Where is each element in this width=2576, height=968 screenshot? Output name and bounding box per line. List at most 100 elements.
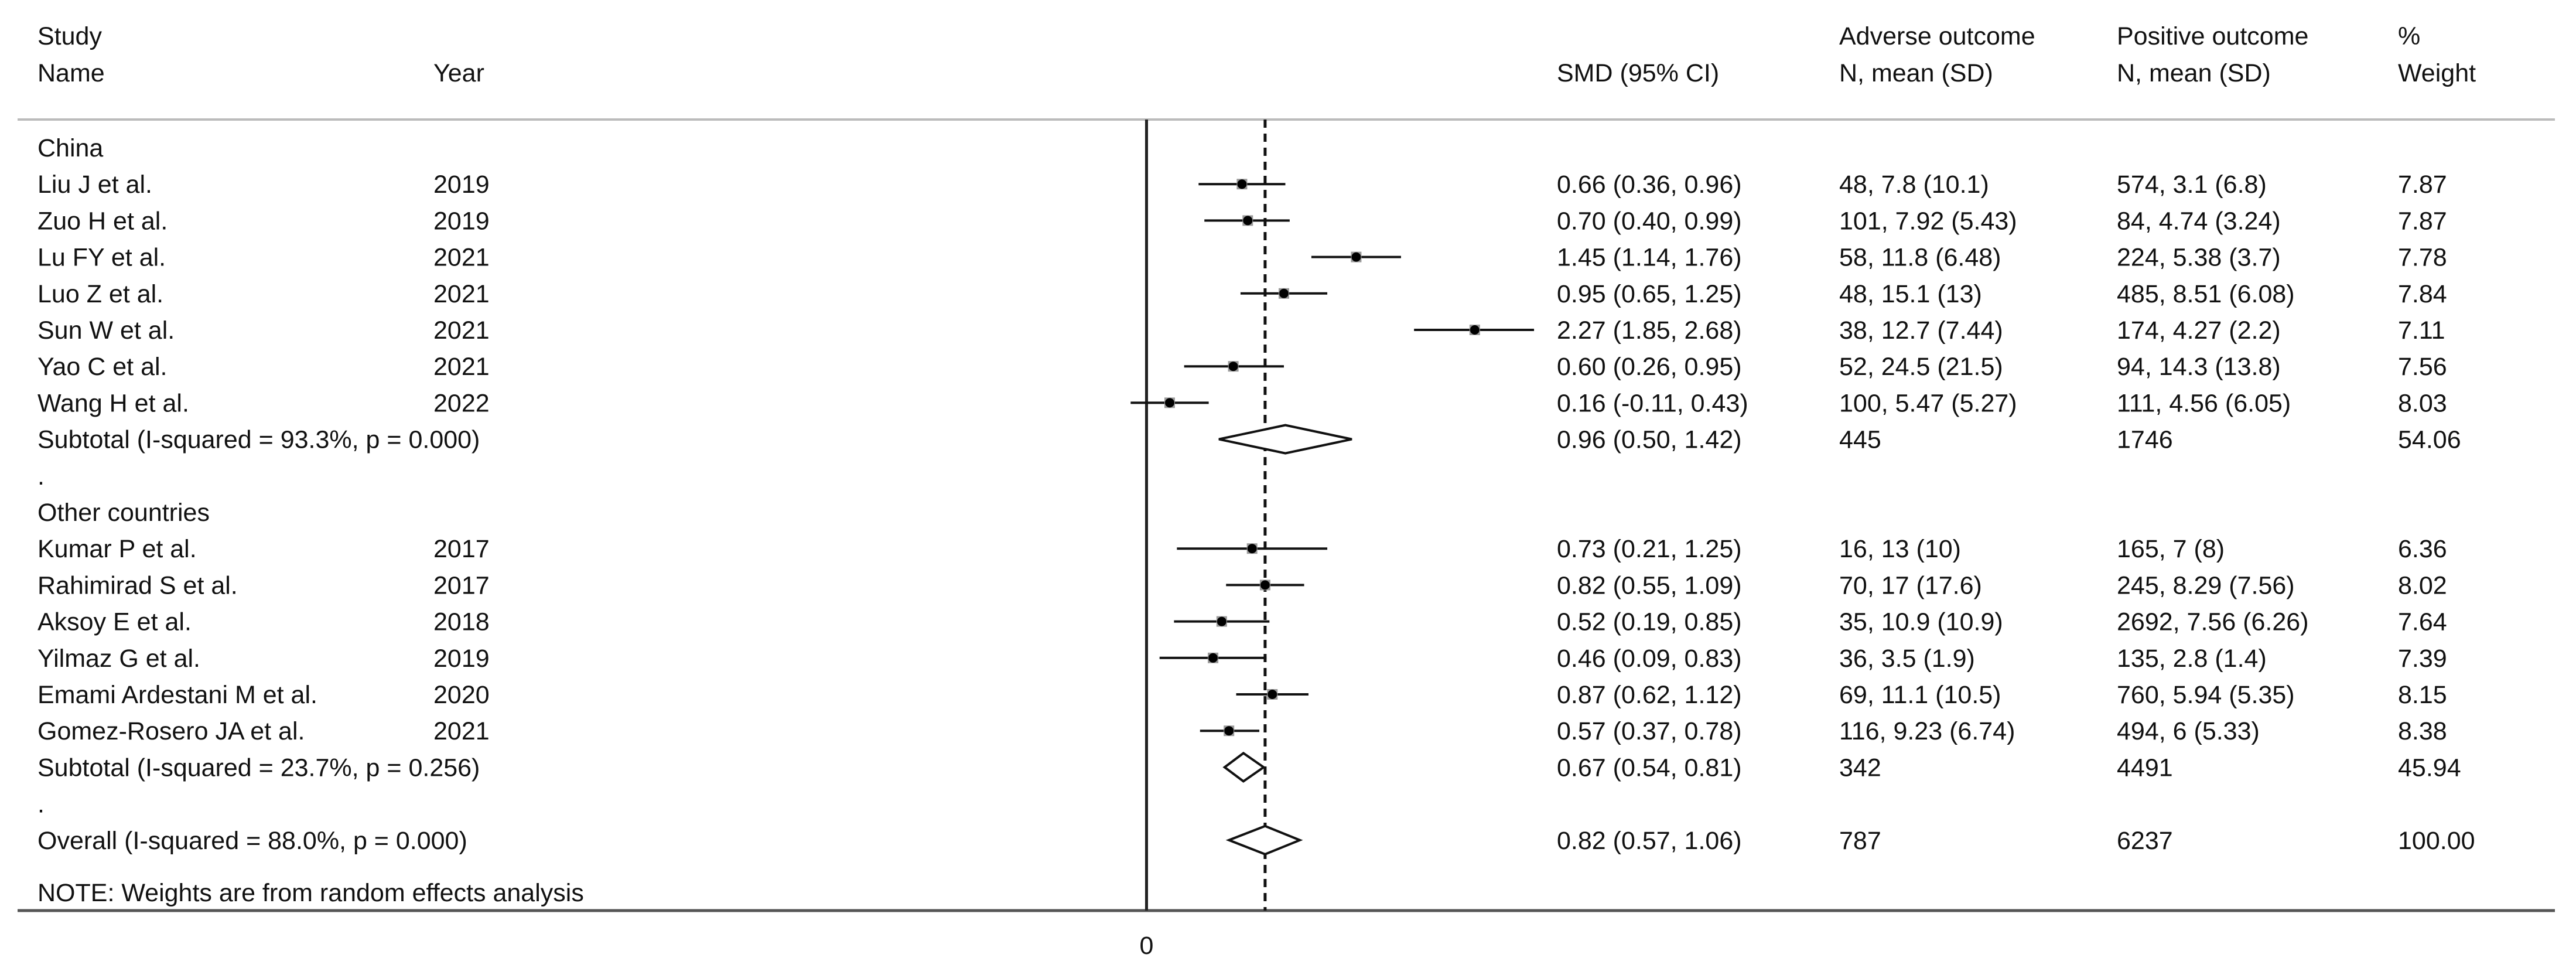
forest-row-study: Wang H et al. 2022 0.16 (-0.11, 0.43) 100, …: [37, 389, 2447, 417]
study-year: 2021: [433, 717, 490, 745]
header-adverse-line2: N, mean (SD): [1839, 59, 1993, 87]
point-estimate-dot: [1224, 726, 1234, 736]
forest-row-study: Zuo H et al. 2019 0.70 (0.40, 0.99) 101, 7.…: [37, 207, 2447, 235]
weight-value: 8.38: [2398, 717, 2447, 745]
adverse-outcome-value: 70, 17 (17.6): [1839, 571, 1982, 599]
forest-row-study: Yao C et al. 2021 0.60 (0.26, 0.95) 52, 24.…: [37, 353, 2447, 381]
forest-row-study: Sun W et al. 2021 2.27 (1.85, 2.68) 38, 12.…: [37, 316, 2445, 345]
forest-row-study: Liu J et al. 2019 0.66 (0.36, 0.96) 48, 7.8…: [37, 171, 2447, 199]
adverse-outcome-value: 101, 7.92 (5.43): [1839, 207, 2017, 235]
header-positive-line2: N, mean (SD): [2117, 59, 2271, 87]
adverse-outcome-value: 58, 11.8 (6.48): [1839, 244, 2001, 272]
forest-row-study: Gomez-Rosero JA et al. 2021 0.57 (0.37, 0.…: [37, 717, 2447, 745]
positive-outcome-value: 135, 2.8 (1.4): [2117, 645, 2267, 673]
study-year: 2021: [433, 244, 490, 272]
study-year: 2021: [433, 353, 490, 381]
forest-row-group: Other countries: [37, 499, 210, 527]
forest-row-study: Rahimirad S et al. 2017 0.82 (0.55, 1.09) 7…: [37, 571, 2447, 599]
positive-outcome-value: 574, 3.1 (6.8): [2117, 171, 2267, 199]
study-name: Zuo H et al.: [37, 207, 168, 235]
positive-outcome-value: 245, 8.29 (7.56): [2117, 571, 2295, 599]
header-name: Name: [37, 59, 105, 87]
adverse-outcome-value: 787: [1839, 827, 1881, 855]
subtotal-diamond: [1218, 424, 1352, 455]
adverse-outcome-value: 445: [1839, 426, 1881, 454]
point-estimate-dot: [1279, 288, 1289, 298]
subtotal-diamond: [1222, 751, 1266, 783]
smd-ci-value: 0.57 (0.37, 0.78): [1557, 717, 1742, 745]
weight-value: 7.87: [2398, 171, 2447, 199]
forest-row-study: Luo Z et al. 2021 0.95 (0.65, 1.25) 48, 15.…: [37, 280, 2447, 308]
overall-label: Overall (I-squared = 88.0%, p = 0.000): [37, 827, 467, 855]
smd-ci-value: 0.66 (0.36, 0.96): [1557, 171, 1742, 199]
positive-outcome-value: 174, 4.27 (2.2): [2117, 316, 2281, 345]
weight-value: 45.94: [2398, 754, 2461, 782]
adverse-outcome-value: 52, 24.5 (21.5): [1839, 353, 2003, 381]
positive-outcome-value: 84, 4.74 (3.24): [2117, 207, 2281, 235]
positive-outcome-value: 6237: [2117, 827, 2173, 855]
adverse-outcome-value: 116, 9.23 (6.74): [1839, 717, 2015, 745]
spacer-dot: .: [37, 790, 45, 819]
study-name: Luo Z et al.: [37, 280, 163, 308]
header-study: Study: [37, 22, 102, 50]
study-year: 2017: [433, 571, 490, 599]
positive-outcome-value: 760, 5.94 (5.35): [2117, 681, 2295, 709]
x-axis-ticks: 0: [1140, 932, 1154, 960]
weight-value: 8.15: [2398, 681, 2447, 709]
point-estimate-dot: [1237, 179, 1247, 189]
smd-ci-value: 0.87 (0.62, 1.12): [1557, 681, 1742, 709]
adverse-outcome-value: 38, 12.7 (7.44): [1839, 316, 2003, 345]
forest-row-group: China: [37, 134, 103, 162]
point-estimate-dot: [1228, 362, 1238, 371]
study-year: 2021: [433, 280, 490, 308]
header-year: Year: [433, 59, 484, 87]
smd-ci-value: 0.95 (0.65, 1.25): [1557, 280, 1742, 308]
header-weight-line1: %: [2398, 22, 2420, 50]
positive-outcome-value: 165, 7 (8): [2117, 535, 2225, 563]
subtotal-label: Subtotal (I-squared = 23.7%, p = 0.256): [37, 754, 480, 782]
overall-diamond: [1225, 824, 1303, 855]
header-smd: SMD (95% CI): [1557, 59, 1719, 87]
group-label: China: [37, 134, 103, 162]
study-name: Kumar P et al.: [37, 535, 197, 563]
study-name: Yao C et al.: [37, 353, 168, 381]
study-name: Gomez-Rosero JA et al.: [37, 717, 305, 745]
point-estimate-dot: [1247, 544, 1257, 554]
forest-row-subtotal: Subtotal (I-squared = 23.7%, p = 0.256) 0…: [37, 751, 2461, 783]
study-name: Lu FY et al.: [37, 244, 166, 272]
smd-ci-value: 0.46 (0.09, 0.83): [1557, 645, 1742, 673]
forest-row-study: Kumar P et al. 2017 0.73 (0.21, 1.25) 16, 1…: [37, 535, 2447, 563]
study-name: Emami Ardestani M et al.: [37, 681, 317, 709]
smd-ci-value: 0.67 (0.54, 0.81): [1557, 754, 1742, 782]
group-label: Other countries: [37, 499, 210, 527]
weight-value: 7.78: [2398, 244, 2447, 272]
weight-value: 7.11: [2398, 316, 2445, 345]
study-name: Yilmaz G et al.: [37, 645, 200, 673]
adverse-outcome-value: 36, 3.5 (1.9): [1839, 645, 1975, 673]
positive-outcome-value: 4491: [2117, 754, 2173, 782]
forest-row-study: Lu FY et al. 2021 1.45 (1.14, 1.76) 58, 11.…: [37, 244, 2447, 272]
weight-value: 6.36: [2398, 535, 2447, 563]
study-year: 2019: [433, 171, 490, 199]
adverse-outcome-value: 16, 13 (10): [1839, 535, 1961, 563]
forest-row-overall: Overall (I-squared = 88.0%, p = 0.000) 0.…: [37, 824, 2475, 855]
study-name: Sun W et al.: [37, 316, 175, 345]
note-text: NOTE: Weights are from random effects an…: [37, 879, 584, 907]
weight-value: 8.03: [2398, 389, 2447, 417]
point-estimate-dot: [1164, 398, 1174, 408]
adverse-outcome-value: 48, 7.8 (10.1): [1839, 171, 1989, 199]
positive-outcome-value: 494, 6 (5.33): [2117, 717, 2260, 745]
point-estimate-dot: [1260, 580, 1270, 590]
header-positive-line1: Positive outcome: [2117, 22, 2308, 50]
smd-ci-value: 0.82 (0.55, 1.09): [1557, 571, 1742, 599]
point-estimate-dot: [1470, 325, 1480, 335]
positive-outcome-value: 485, 8.51 (6.08): [2117, 280, 2295, 308]
forest-row-study: Emami Ardestani M et al. 2020 0.87 (0.62, …: [37, 681, 2447, 709]
positive-outcome-value: 94, 14.3 (13.8): [2117, 353, 2281, 381]
positive-outcome-value: 111, 4.56 (6.05): [2117, 389, 2291, 417]
weight-value: 54.06: [2398, 426, 2461, 454]
weight-value: 7.87: [2398, 207, 2447, 235]
study-year: 2017: [433, 535, 490, 563]
smd-ci-value: 1.45 (1.14, 1.76): [1557, 244, 1742, 272]
